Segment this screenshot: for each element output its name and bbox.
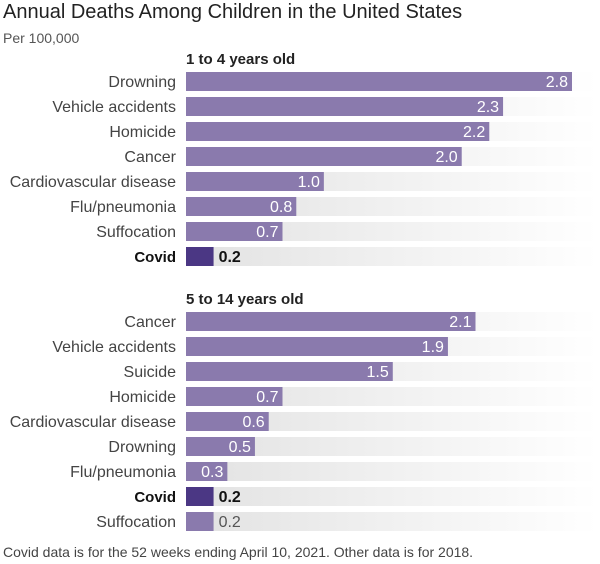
data-label: 0.5 <box>229 439 251 456</box>
bar <box>186 122 490 141</box>
data-label: 2.2 <box>463 124 485 141</box>
bar-track <box>186 247 598 266</box>
chart-title: Annual Deaths Among Children in the Unit… <box>3 1 463 23</box>
category-label: Vehicle accidents <box>52 99 176 116</box>
category-label: Suicide <box>124 364 177 381</box>
bar <box>186 437 255 456</box>
data-label: 1.0 <box>298 174 320 191</box>
footnote: Covid data is for the 52 weeks ending Ap… <box>3 544 474 560</box>
category-label: Cancer <box>124 149 176 166</box>
data-label: 1.9 <box>422 339 444 356</box>
data-label: 2.0 <box>435 149 457 166</box>
bar <box>186 512 214 531</box>
data-label: 0.2 <box>219 489 241 506</box>
bar <box>186 97 504 116</box>
panel-title: 5 to 14 years old <box>186 291 304 308</box>
category-label: Vehicle accidents <box>52 339 176 356</box>
category-label: Homicide <box>109 389 176 406</box>
category-label: Cardiovascular disease <box>10 174 176 191</box>
bar-track <box>186 462 598 481</box>
data-label: 2.3 <box>477 99 499 116</box>
bar <box>186 312 476 331</box>
bar-track <box>186 387 598 406</box>
data-label: 2.1 <box>449 314 471 331</box>
bar-track <box>186 437 598 456</box>
bar <box>186 462 228 481</box>
data-label: 0.7 <box>256 389 278 406</box>
data-label: 1.5 <box>367 364 389 381</box>
bar-track <box>186 487 598 506</box>
bar <box>186 362 393 381</box>
bar <box>186 222 283 241</box>
category-label: Flu/pneumonia <box>70 199 176 216</box>
category-label: Covid <box>134 249 176 266</box>
bar <box>186 337 448 356</box>
category-label: Suffocation <box>96 224 176 241</box>
bar <box>186 487 214 506</box>
category-label: Drowning <box>108 74 176 91</box>
bar <box>186 197 297 216</box>
bar <box>186 412 269 431</box>
category-label: Cardiovascular disease <box>10 414 176 431</box>
data-label: 0.8 <box>270 199 292 216</box>
data-label: 0.2 <box>219 514 241 531</box>
bar <box>186 387 283 406</box>
chart-subtitle: Per 100,000 <box>3 30 80 46</box>
bar-track <box>186 412 598 431</box>
bar-track <box>186 222 598 241</box>
data-label: 0.2 <box>219 249 241 266</box>
category-label: Drowning <box>108 439 176 456</box>
bar-track <box>186 512 598 531</box>
bar <box>186 247 214 266</box>
bar <box>186 172 324 191</box>
bar <box>186 72 572 91</box>
data-label: 0.3 <box>201 464 223 481</box>
data-label: 0.7 <box>256 224 278 241</box>
category-label: Homicide <box>109 124 176 141</box>
category-label: Flu/pneumonia <box>70 464 176 481</box>
category-label: Covid <box>134 489 176 506</box>
data-label: 2.8 <box>546 74 568 91</box>
category-label: Suffocation <box>96 514 176 531</box>
bar <box>186 147 462 166</box>
panel-title: 1 to 4 years old <box>186 51 295 68</box>
data-label: 0.6 <box>242 414 264 431</box>
category-label: Cancer <box>124 314 176 331</box>
